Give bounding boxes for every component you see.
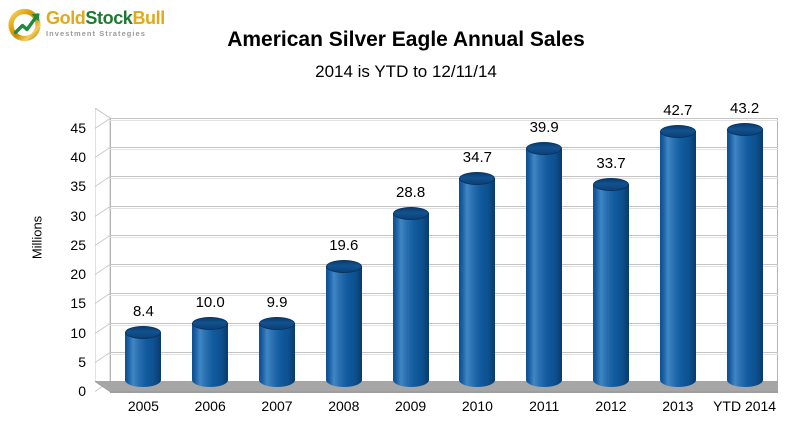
value-axis-tick-label: 30 xyxy=(70,207,86,224)
bar-top-ellipse xyxy=(325,260,362,274)
gridline xyxy=(110,205,778,207)
category-axis-tick-label: 2006 xyxy=(194,398,226,414)
bar-top-ellipse xyxy=(192,316,229,330)
gridline-shadow xyxy=(110,236,778,238)
bar xyxy=(659,125,696,387)
bar-data-label: 42.7 xyxy=(663,102,693,120)
bar-data-label: 33.7 xyxy=(596,155,626,173)
gridline xyxy=(110,234,778,236)
gridline-shadow xyxy=(110,178,778,180)
value-axis-tick-label: 40 xyxy=(70,149,86,166)
value-axis-tick-label: 25 xyxy=(70,236,86,253)
goldstockbull-logo: GoldStockBull Investment Strategies xyxy=(8,6,188,44)
category-axis-tick-label: 2007 xyxy=(261,398,293,414)
value-axis-tick-label: 35 xyxy=(70,178,86,195)
bar xyxy=(392,206,429,387)
bar-body xyxy=(593,184,629,387)
gridline-shadow xyxy=(110,207,778,209)
bar xyxy=(726,122,763,387)
chart-subtitle: 2014 is YTD to 12/11/14 xyxy=(315,62,497,81)
logo-name-stock: Stock xyxy=(85,8,133,28)
logo-name: GoldStockBull xyxy=(46,8,186,28)
gridline xyxy=(110,293,778,295)
bar-body xyxy=(325,266,362,387)
category-axis-tick-label: 2005 xyxy=(127,398,159,414)
bar xyxy=(125,325,162,387)
gridline-shadow xyxy=(110,353,778,355)
bar xyxy=(593,178,629,387)
bar-top-ellipse xyxy=(392,206,429,220)
gridline xyxy=(110,118,778,119)
bar-top-ellipse xyxy=(526,141,563,155)
gridline-shadow xyxy=(110,295,778,297)
bar-top-ellipse xyxy=(726,122,763,136)
bar-body xyxy=(125,331,162,387)
bar xyxy=(459,172,496,387)
bar xyxy=(325,260,362,387)
gridline xyxy=(110,264,778,266)
bar-data-label: 43.2 xyxy=(729,99,760,117)
bar-top-ellipse xyxy=(593,178,629,192)
gridline-shadow xyxy=(110,149,778,151)
bar-body xyxy=(659,131,696,387)
bar-data-label: 9.9 xyxy=(266,294,288,312)
bar-top-ellipse xyxy=(459,172,496,186)
bar-data-label: 39.9 xyxy=(529,118,559,136)
category-axis-tick-label: 2010 xyxy=(461,398,493,414)
bar-body xyxy=(192,322,229,387)
gridline xyxy=(110,351,778,353)
bar-top-ellipse xyxy=(659,125,696,139)
bar-body xyxy=(392,212,429,387)
bar xyxy=(192,316,229,387)
bar-data-label: 8.4 xyxy=(132,302,154,320)
bar xyxy=(526,141,563,387)
value-axis-tick-label: 0 xyxy=(78,383,86,399)
value-axis-tick-label: 5 xyxy=(78,353,86,370)
category-axis-tick-label: 2011 xyxy=(529,398,560,414)
gridline xyxy=(110,176,778,178)
value-axis-tick-label: 10 xyxy=(70,324,86,341)
bar-body xyxy=(526,147,563,387)
value-axis-tick-label: 15 xyxy=(70,295,86,312)
category-axis-tick-label: 2013 xyxy=(662,398,694,414)
chart-title: American Silver Eagle Annual Sales xyxy=(227,28,585,51)
value-axis-tick-label: 20 xyxy=(70,266,86,283)
bar-data-label: 10.0 xyxy=(195,293,225,311)
gridline-shadow xyxy=(110,324,778,326)
gridline xyxy=(110,322,778,324)
logo-tagline: Investment Strategies xyxy=(46,29,146,38)
gridline-shadow xyxy=(110,266,778,268)
category-axis-tick-label: 2008 xyxy=(328,398,360,414)
gridline-shadow xyxy=(110,120,778,121)
category-axis-tick-label: 2012 xyxy=(595,398,627,414)
bar-data-label: 34.7 xyxy=(462,149,492,167)
bar-body xyxy=(726,128,763,387)
category-axis-tick-label: YTD 2014 xyxy=(713,398,777,414)
bar-top-ellipse xyxy=(125,325,162,339)
category-axis-tick-label: 2009 xyxy=(395,398,427,414)
bar-data-label: 28.8 xyxy=(395,183,426,201)
logo-wordmark: GoldStockBull Investment Strategies xyxy=(46,8,186,42)
bar-top-ellipse xyxy=(259,317,295,331)
bar-body xyxy=(459,178,496,387)
bar-data-label: 19.6 xyxy=(329,237,359,255)
gridline-layer xyxy=(110,118,778,381)
logo-name-bull: Bull xyxy=(132,8,165,28)
bar xyxy=(259,317,295,387)
logo-name-gold: Gold xyxy=(46,8,86,28)
logo-uptrend-arrow-icon xyxy=(8,8,44,42)
value-axis-tick-label: 45 xyxy=(70,120,86,136)
bar-body xyxy=(259,323,295,387)
gridline xyxy=(110,147,778,149)
